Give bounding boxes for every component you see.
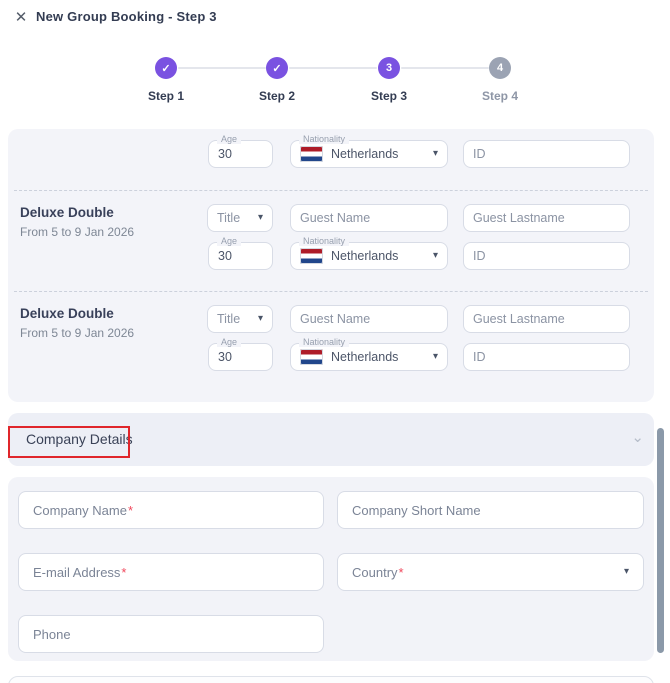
netherlands-flag-icon bbox=[300, 146, 323, 162]
nationality-value: Netherlands bbox=[331, 249, 399, 263]
id-field[interactable]: ID bbox=[463, 242, 630, 270]
country-placeholder: Country bbox=[352, 564, 398, 580]
chevron-down-icon: ▾ bbox=[623, 566, 629, 577]
age-field[interactable]: Age 30 bbox=[208, 337, 273, 371]
nationality-label: Nationality bbox=[299, 236, 350, 246]
step-1-check-icon[interactable]: ✓ bbox=[155, 57, 177, 79]
required-marker: * bbox=[121, 564, 127, 580]
stepper: ✓ ✓ 3 4 Step 1 Step 2 Step 3 Step 4 bbox=[0, 0, 670, 110]
step-4-label: Step 4 bbox=[481, 89, 518, 103]
age-field[interactable]: Age 30 bbox=[208, 134, 273, 168]
page-title: New Group Booking - Step 3 bbox=[36, 9, 217, 24]
email-address-placeholder: E-mail Address bbox=[33, 564, 121, 580]
guest-lastname-placeholder: Guest Lastname bbox=[473, 211, 565, 225]
company-name-field[interactable]: Company Name * bbox=[18, 491, 324, 529]
step-1-label: Step 1 bbox=[147, 89, 184, 103]
next-section-card-edge bbox=[8, 676, 654, 683]
guest-name-field[interactable]: Guest Name bbox=[290, 305, 448, 333]
step-4-badge: 4 bbox=[489, 57, 511, 79]
required-marker: * bbox=[127, 502, 133, 518]
nationality-select[interactable]: Nationality Netherlands ▾ bbox=[290, 236, 448, 270]
title-select[interactable]: Title ▾ bbox=[207, 305, 273, 333]
required-marker: * bbox=[398, 564, 404, 580]
step-3-badge[interactable]: 3 bbox=[378, 57, 400, 79]
netherlands-flag-icon bbox=[300, 349, 323, 365]
room-name: Deluxe Double bbox=[20, 205, 114, 220]
age-value: 30 bbox=[218, 147, 232, 161]
id-placeholder: ID bbox=[473, 249, 486, 263]
room-dates: From 5 to 9 Jan 2026 bbox=[20, 225, 135, 239]
nationality-select[interactable]: Nationality Netherlands ▾ bbox=[290, 134, 448, 168]
step-3-label: Step 3 bbox=[370, 89, 407, 103]
section-divider bbox=[14, 190, 648, 191]
room-dates: From 5 to 9 Jan 2026 bbox=[20, 326, 135, 340]
guest-name-field[interactable]: Guest Name bbox=[290, 204, 448, 232]
guest-rooms-card: Age 30 Nationality Netherlands ▾ ID Delu… bbox=[8, 129, 654, 402]
age-label: Age bbox=[217, 337, 242, 347]
nationality-value: Netherlands bbox=[331, 147, 399, 161]
guest-name-placeholder: Guest Name bbox=[300, 211, 371, 225]
room-name: Deluxe Double bbox=[20, 306, 114, 321]
phone-field[interactable]: Phone bbox=[18, 615, 324, 653]
stepper-connector bbox=[289, 67, 377, 69]
nationality-value: Netherlands bbox=[331, 350, 399, 364]
country-select[interactable]: Country * ▾ bbox=[337, 553, 644, 591]
id-field[interactable]: ID bbox=[463, 343, 630, 371]
age-field[interactable]: Age 30 bbox=[208, 236, 273, 270]
step-2-check-icon[interactable]: ✓ bbox=[266, 57, 288, 79]
chevron-down-icon[interactable]: ⌄ bbox=[631, 429, 644, 446]
chevron-down-icon: ▾ bbox=[432, 351, 438, 362]
title-placeholder: Title bbox=[217, 312, 241, 326]
chevron-down-icon: ▾ bbox=[432, 148, 438, 159]
chevron-down-icon: ▾ bbox=[257, 313, 263, 324]
age-value: 30 bbox=[218, 350, 232, 364]
guest-lastname-field[interactable]: Guest Lastname bbox=[463, 204, 630, 232]
chevron-down-icon: ▾ bbox=[257, 212, 263, 223]
vertical-scrollbar[interactable] bbox=[657, 428, 664, 653]
id-placeholder: ID bbox=[473, 147, 486, 161]
phone-placeholder: Phone bbox=[33, 626, 71, 642]
stepper-connector bbox=[178, 67, 266, 69]
nationality-select[interactable]: Nationality Netherlands ▾ bbox=[290, 337, 448, 371]
nationality-label: Nationality bbox=[299, 134, 350, 144]
close-icon[interactable]: ✕ bbox=[14, 9, 28, 26]
stepper-connector bbox=[401, 67, 489, 69]
company-details-accordion-header[interactable]: Company Details ⌄ bbox=[8, 413, 654, 466]
nationality-label: Nationality bbox=[299, 337, 350, 347]
age-label: Age bbox=[217, 134, 242, 144]
age-value: 30 bbox=[218, 249, 232, 263]
company-name-placeholder: Company Name bbox=[33, 502, 127, 518]
title-placeholder: Title bbox=[217, 211, 241, 225]
guest-name-placeholder: Guest Name bbox=[300, 312, 371, 326]
chevron-down-icon: ▾ bbox=[432, 250, 438, 261]
company-details-form-card: Company Name * Company Short Name E-mail… bbox=[8, 477, 654, 661]
guest-lastname-placeholder: Guest Lastname bbox=[473, 312, 565, 326]
age-label: Age bbox=[217, 236, 242, 246]
id-placeholder: ID bbox=[473, 350, 486, 364]
netherlands-flag-icon bbox=[300, 248, 323, 264]
section-divider bbox=[14, 291, 648, 292]
title-select[interactable]: Title ▾ bbox=[207, 204, 273, 232]
step-2-label: Step 2 bbox=[258, 89, 295, 103]
email-address-field[interactable]: E-mail Address * bbox=[18, 553, 324, 591]
company-short-name-field[interactable]: Company Short Name bbox=[337, 491, 644, 529]
guest-lastname-field[interactable]: Guest Lastname bbox=[463, 305, 630, 333]
company-short-name-placeholder: Company Short Name bbox=[352, 502, 481, 518]
id-field[interactable]: ID bbox=[463, 140, 630, 168]
company-details-title: Company Details bbox=[26, 431, 133, 447]
